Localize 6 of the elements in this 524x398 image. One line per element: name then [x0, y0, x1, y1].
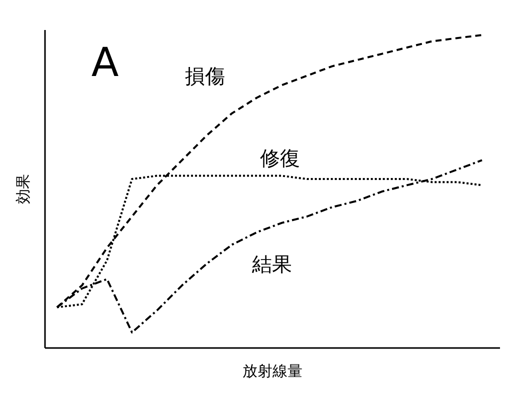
x-axis-title: 放射線量	[242, 362, 302, 380]
series-label: 結果	[251, 252, 292, 276]
y-axis-title: 効果	[14, 174, 32, 204]
series-label: 修復	[260, 146, 300, 170]
series-label: 損傷	[185, 64, 225, 88]
annotation: A	[91, 40, 120, 86]
